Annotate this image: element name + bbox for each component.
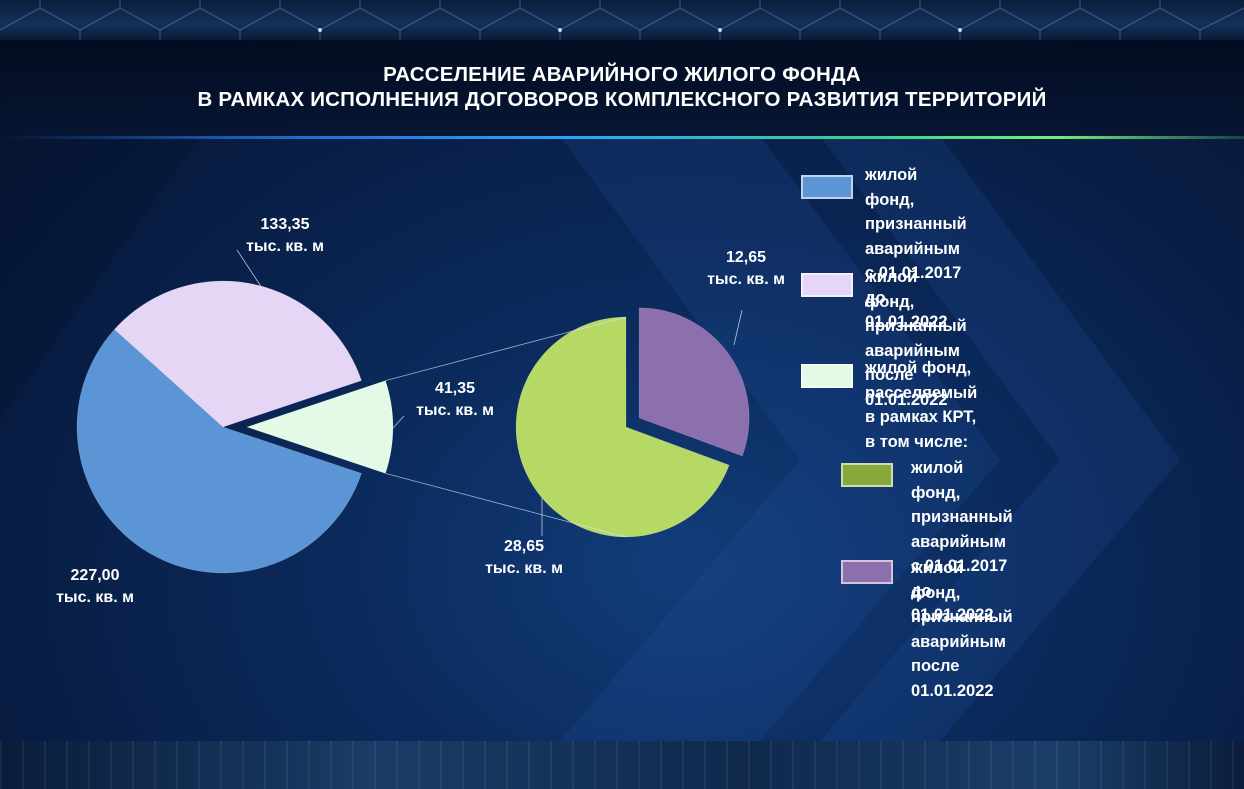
legend-label: жилой фонд, признанный аварийным с 01.01… <box>865 166 967 331</box>
leader-line <box>236 249 263 289</box>
main-pie <box>76 280 394 574</box>
legend-label: жилой фонд, признанный аварийным после 0… <box>911 559 1013 700</box>
legend-swatch <box>801 175 853 199</box>
legend-label: жилой фонд, расселяемый в рамках КРТ, в … <box>865 359 978 451</box>
legend-label: жилой фонд, признанный аварийным с 01.01… <box>911 459 1013 624</box>
pie-slice <box>515 316 730 538</box>
title-line-2: В РАМКАХ ИСПОЛНЕНИЯ ДОГОВОРОВ КОМПЛЕКСНО… <box>197 88 1047 111</box>
connector-line <box>385 473 627 538</box>
data-label: 227,00 <box>71 567 120 584</box>
data-label: 133,35 <box>261 216 310 233</box>
pie-slice <box>638 307 750 457</box>
legend-label: жилой фонд, признанный аварийным после 0… <box>865 268 967 409</box>
pie-slice <box>246 380 394 474</box>
connector-line <box>385 316 627 381</box>
title-line-1: РАССЕЛЕНИЕ АВАРИЙНОГО ЖИЛОГО ФОНДА <box>383 63 861 86</box>
header-accent-line <box>0 136 1244 139</box>
data-label-unit: тыс. кв. м <box>707 271 785 288</box>
page-title: РАССЕЛЕНИЕ АВАРИЙНОГО ЖИЛОГО ФОНДА В РАМ… <box>0 62 1244 112</box>
secondary-pie <box>515 307 750 538</box>
data-label-unit: тыс. кв. м <box>485 560 563 577</box>
legend-swatch <box>801 273 853 297</box>
legend-swatch <box>841 560 893 584</box>
hexagon-pattern <box>0 0 1244 40</box>
pie-slice <box>114 280 362 428</box>
leader-line <box>733 309 743 346</box>
data-label-unit: тыс. кв. м <box>56 589 134 606</box>
pie-slice <box>76 329 362 574</box>
top-decorative-bar <box>0 0 1244 40</box>
header-band <box>0 40 1244 136</box>
data-label: 12,65 <box>726 249 766 266</box>
legend-swatch <box>841 463 893 487</box>
data-label: 41,35 <box>435 380 475 397</box>
legend-swatch <box>801 364 853 388</box>
bottom-decorative-bar <box>0 741 1244 789</box>
data-label-unit: тыс. кв. м <box>246 238 324 255</box>
background-chevrons <box>0 136 1180 741</box>
data-label-unit: тыс. кв. м <box>416 402 494 419</box>
data-label: 28,65 <box>504 538 544 555</box>
leader-line <box>392 415 405 429</box>
